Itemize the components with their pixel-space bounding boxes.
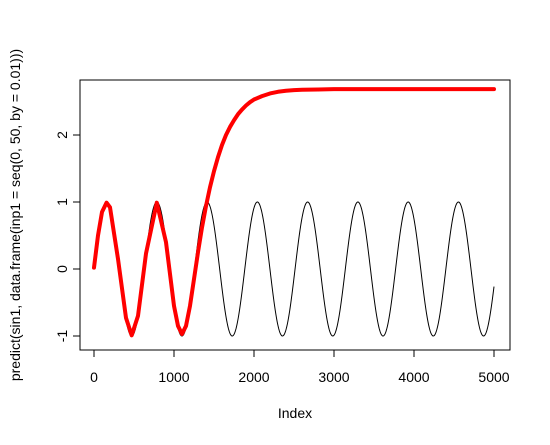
x-axis-label: Index <box>278 405 312 421</box>
x-tick-label: 3000 <box>318 369 349 385</box>
y-tick-label: -1 <box>54 330 70 343</box>
y-tick-label: 2 <box>54 131 70 139</box>
x-axis: 0 1000 2000 3000 4000 5000 <box>90 349 510 385</box>
x-tick-label: 1000 <box>158 369 189 385</box>
x-tick-label: 4000 <box>398 369 429 385</box>
series-red <box>92 87 496 338</box>
red-prediction-line <box>92 87 496 338</box>
plot-box <box>79 79 511 351</box>
y-axis-label: predict(sin1, data.frame(inp1 = seq(0, 5… <box>7 49 23 381</box>
x-tick-label: 0 <box>90 369 98 385</box>
black-sine-line <box>93 201 495 337</box>
x-tick-label: 5000 <box>478 369 509 385</box>
y-axis: -1 0 1 2 <box>54 131 81 343</box>
y-tick-label: 1 <box>54 198 70 206</box>
x-tick-label: 2000 <box>238 369 269 385</box>
series-black <box>93 201 495 337</box>
y-tick-label: 0 <box>54 265 70 273</box>
